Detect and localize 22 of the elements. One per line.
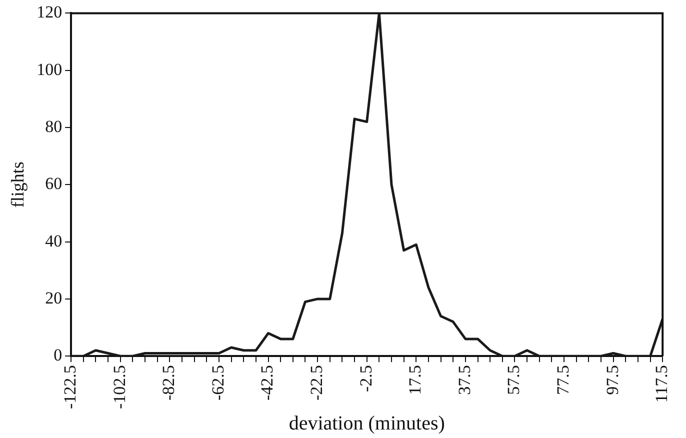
y-tick-label: 120 — [36, 2, 62, 22]
x-tick-label: -122.5 — [60, 365, 80, 410]
y-tick-label: 100 — [36, 60, 62, 79]
x-tick-label: -2.5 — [356, 365, 376, 392]
x-axis-title: deviation (minutes) — [288, 412, 445, 434]
x-tick-label: 77.5 — [553, 365, 572, 395]
y-tick-label: 20 — [45, 288, 62, 308]
x-tick-label: -82.5 — [159, 365, 178, 401]
x-tick-label: 117.5 — [652, 365, 672, 403]
x-tick-label: -62.5 — [208, 365, 228, 401]
x-tick-label: -42.5 — [258, 365, 277, 401]
x-tick-label: 17.5 — [406, 365, 425, 395]
x-tick-label: -22.5 — [307, 365, 326, 401]
y-tick-label: 80 — [45, 116, 62, 136]
y-tick-label: 60 — [45, 174, 62, 194]
y-tick-label: 40 — [45, 231, 62, 250]
x-tick-label: 57.5 — [504, 365, 524, 395]
x-tick-label: 97.5 — [602, 365, 622, 395]
x-tick-label: 37.5 — [454, 365, 474, 395]
x-tick-label: -102.5 — [110, 365, 129, 410]
y-tick-label: 0 — [54, 346, 62, 365]
y-axis-title: flights — [8, 162, 28, 208]
